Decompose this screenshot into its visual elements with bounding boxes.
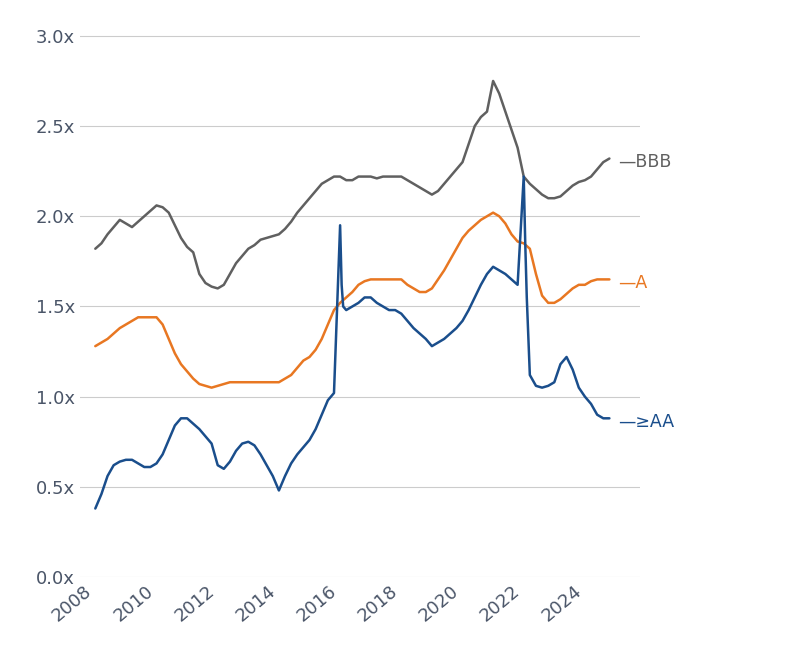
Text: —≥AA: —≥AA xyxy=(618,413,674,431)
Text: —BBB: —BBB xyxy=(618,153,672,171)
Text: —A: —A xyxy=(618,274,648,292)
